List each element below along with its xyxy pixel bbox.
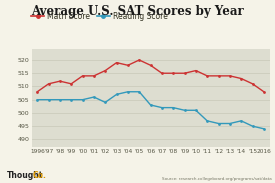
Text: Average U.S. SAT Scores by Year: Average U.S. SAT Scores by Year: [31, 5, 244, 18]
Text: Co.: Co.: [32, 171, 46, 180]
Text: Thought: Thought: [7, 171, 43, 180]
Legend: Math Score, Reading Score: Math Score, Reading Score: [31, 12, 168, 21]
Text: Source: research.collegeboard.org/programs/sat/data: Source: research.collegeboard.org/progra…: [163, 177, 272, 181]
